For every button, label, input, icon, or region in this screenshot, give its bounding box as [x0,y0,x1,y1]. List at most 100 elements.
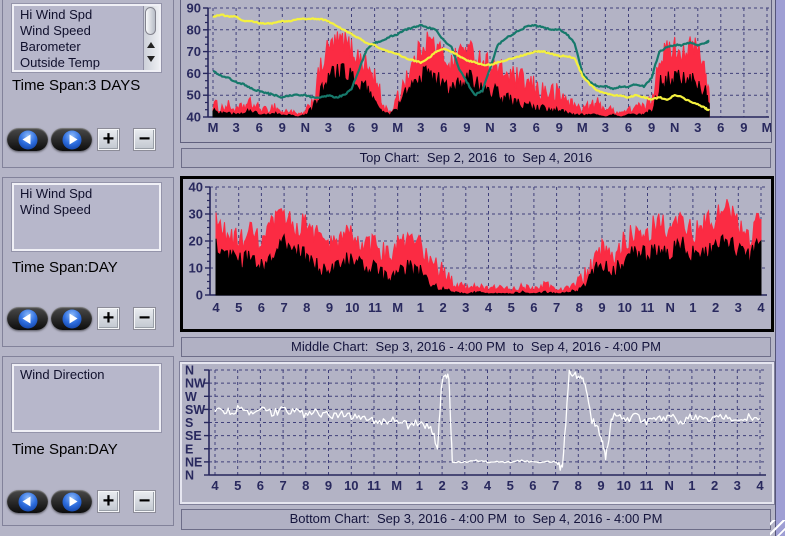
list-item[interactable]: Wind Speed [20,23,91,38]
middle-prev-button[interactable] [7,307,48,330]
svg-text:8: 8 [302,478,309,493]
list-item[interactable]: Hi Wind Spd [20,186,93,201]
svg-text:N: N [666,300,675,315]
svg-text:3: 3 [734,478,741,493]
svg-text:4: 4 [484,478,492,493]
scrollbar-track[interactable] [143,6,159,70]
bottom-zoom-in-button[interactable]: + [98,491,119,512]
bottom-series-listbox[interactable]: Wind Direction [12,364,161,432]
list-item[interactable]: Barometer [20,39,81,54]
svg-text:6: 6 [533,120,540,135]
plus-icon: + [102,490,115,512]
top-next-button[interactable] [51,128,92,151]
bottom-next-button[interactable] [51,490,92,513]
middle-next-button[interactable] [51,307,92,330]
plus-icon: + [102,307,115,329]
minus-icon: − [138,128,151,150]
svg-text:7: 7 [552,478,559,493]
svg-text:9: 9 [556,120,563,135]
middle-zoom-out-button[interactable]: − [134,308,155,329]
bottom-zoom-out-button[interactable]: − [134,491,155,512]
svg-text:NE: NE [185,455,202,469]
svg-text:M: M [391,478,402,493]
svg-text:9: 9 [598,300,605,315]
top-series-listbox[interactable]: Hi Wind Spd Wind Speed Barometer Outside… [12,4,161,72]
svg-text:2: 2 [438,478,445,493]
svg-text:5: 5 [507,478,514,493]
svg-text:7: 7 [553,300,560,315]
svg-text:N: N [185,469,194,483]
svg-text:30: 30 [189,207,203,222]
list-item[interactable]: Wind Direction [20,367,105,382]
svg-text:3: 3 [232,120,239,135]
svg-text:W: W [185,390,197,404]
bottom-chart[interactable]: N NE E SE S SW W NW N 4 5 6 7 8 9 10 11 M 1 2 3 4 5 6 7 8 9 10 11 N 1 2… [180,362,774,504]
time-span-value: 3 DAYS [88,77,141,94]
svg-text:11: 11 [367,478,381,493]
scroll-down-button[interactable] [144,53,158,65]
list-item[interactable]: Hi Wind Spd [20,7,93,22]
svg-text:90: 90 [187,1,201,16]
svg-text:4: 4 [756,478,764,493]
middle-chart-caption: Middle Chart: Sep 3, 2016 - 4:00 PM to S… [181,337,771,357]
svg-text:M: M [392,120,403,135]
svg-text:1: 1 [689,300,696,315]
prev-arrow-icon [18,130,37,149]
resize-grip[interactable] [770,520,785,536]
middle-zoom-in-button[interactable]: + [98,308,119,329]
list-item[interactable]: Outside Temp [20,55,100,70]
svg-text:8: 8 [303,300,310,315]
minus-icon: − [138,490,151,512]
bottom-chart-control-group [2,356,174,526]
svg-text:S: S [185,416,193,430]
svg-text:6: 6 [348,120,355,135]
svg-text:8: 8 [576,300,583,315]
bottom-prev-button[interactable] [7,490,48,513]
svg-text:50: 50 [187,88,201,103]
top-chart-control-group [2,0,174,168]
middle-time-span: Time Span: DAY [12,259,170,279]
list-item[interactable]: Wind Speed [20,202,91,217]
svg-text:20: 20 [189,234,203,249]
middle-series-listbox[interactable]: Hi Wind Spd Wind Speed [12,183,161,251]
svg-text:5: 5 [234,478,241,493]
svg-text:10: 10 [618,300,632,315]
svg-text:2: 2 [712,300,719,315]
svg-text:3: 3 [462,300,469,315]
scrollbar-thumb[interactable] [145,7,156,35]
middle-chart-control-group [2,177,174,347]
svg-text:7: 7 [279,478,286,493]
bottom-chart-caption: Bottom Chart: Sep 3, 2016 - 4:00 PM to S… [181,509,771,530]
series-wind-speed [215,233,762,296]
svg-text:4: 4 [211,478,219,493]
svg-text:1: 1 [416,478,423,493]
svg-text:4: 4 [212,300,220,315]
top-prev-button[interactable] [7,128,48,151]
svg-text:8: 8 [575,478,582,493]
window-right-edge [775,0,785,536]
minus-icon: − [138,307,151,329]
svg-text:3: 3 [325,120,332,135]
svg-text:M: M [762,120,771,135]
svg-text:4: 4 [757,300,765,315]
svg-text:9: 9 [326,300,333,315]
top-zoom-in-button[interactable]: + [98,129,119,150]
svg-text:9: 9 [325,478,332,493]
svg-text:E: E [185,442,193,456]
top-time-span: Time Span: 3 DAYS [12,77,170,97]
svg-text:70: 70 [187,44,201,59]
svg-text:10: 10 [617,478,631,493]
svg-text:60: 60 [187,66,201,81]
svg-text:40: 40 [189,180,203,195]
top-zoom-out-button[interactable]: − [134,129,155,150]
scroll-up-button[interactable] [144,39,158,51]
svg-text:N: N [185,364,194,378]
top-chart[interactable]: 40 50 60 70 80 90 M 3 6 9 N 3 6 9 M 3 6 9 N 3 6 9 M 3 6 9 N 3 6 9 M [180,0,772,143]
svg-text:N: N [485,120,494,135]
middle-chart[interactable]: 0 10 20 30 40 4 5 6 7 8 9 10 11 M 1 2 3 4 5 6 7 8 9 10 11 N 1 2 3 4 [180,176,774,332]
svg-text:M: M [577,120,588,135]
svg-text:6: 6 [257,478,264,493]
